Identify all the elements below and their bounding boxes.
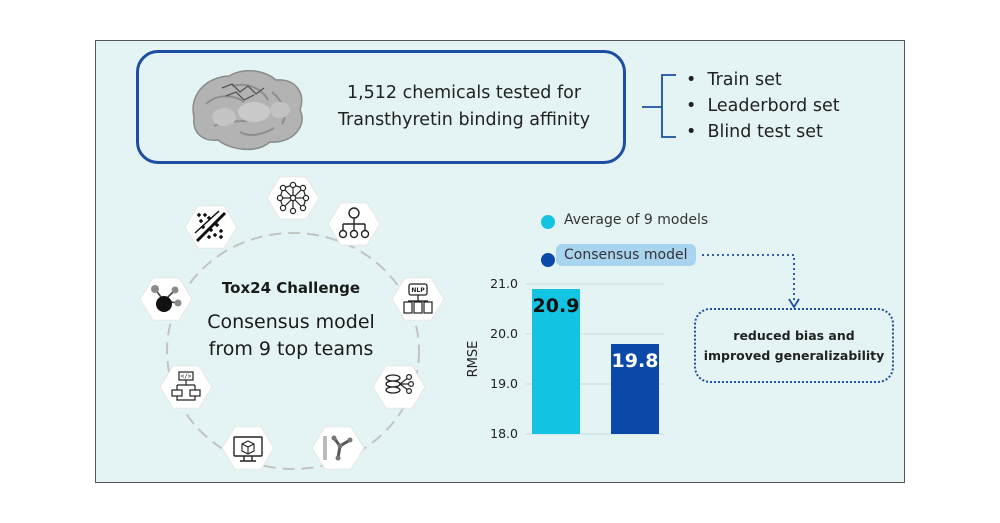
y-axis-label: RMSE <box>466 341 481 378</box>
molecule-icon <box>311 426 365 470</box>
legend-label-average: Average of 9 models <box>564 212 709 228</box>
code-flowchart-icon: </> <box>159 365 213 409</box>
node-graph-icon <box>139 277 193 321</box>
decision-tree-icon <box>327 202 381 246</box>
dataset-box: 1,512 chemicals tested for Transthyretin… <box>136 50 626 164</box>
rmse-bar-chart: 18.0 19.0 20.0 21.0 20.9 19.8 RMSE <box>466 276 664 441</box>
split-item-train: • Train set <box>686 70 782 90</box>
connectors-layer <box>642 74 676 138</box>
models-ring: NLP </> <box>139 176 445 470</box>
scatter-split-icon <box>184 205 238 249</box>
challenge-title: Tox24 Challenge <box>221 279 361 297</box>
note-line-1: reduced bias and <box>733 327 855 343</box>
split-list: • Train set • Leaderbord set • Blind tes… <box>686 67 886 145</box>
legend-swatch-average <box>541 215 555 229</box>
bar-value-label: 19.8 <box>612 350 659 372</box>
split-bracket <box>642 74 676 138</box>
split-item-leaderboard: • Leaderbord set <box>686 96 840 116</box>
svg-text:NLP: NLP <box>411 287 425 294</box>
protein-structure-icon <box>192 69 303 151</box>
database-network-icon <box>372 365 426 409</box>
challenge-subtitle-line-1: Consensus model <box>207 311 375 333</box>
challenge-subtitle-line-2: from 9 top teams <box>208 338 374 360</box>
y-tick-label: 21.0 <box>490 276 518 291</box>
bar-average <box>532 289 580 434</box>
figure-panel: 1,512 chemicals tested for Transthyretin… <box>95 40 905 483</box>
bar-value-label: 20.9 <box>533 295 580 317</box>
model-monitor-icon <box>221 426 275 470</box>
dataset-line-1: 1,512 chemicals tested for <box>346 83 582 103</box>
dataset-line-2: Transthyretin binding affinity <box>337 110 591 130</box>
legend-swatch-consensus <box>541 253 555 267</box>
y-tick-label: 19.0 <box>490 376 518 391</box>
legend-label-consensus: Consensus model <box>556 244 696 266</box>
neural-network-icon <box>266 176 320 220</box>
note-box: reduced bias and improved generalizabili… <box>694 308 894 383</box>
y-tick-label: 18.0 <box>490 426 518 441</box>
split-item-blind-test: • Blind test set <box>686 122 823 142</box>
annotation-arrow <box>702 254 800 309</box>
legend-highlight: Consensus model <box>556 244 696 266</box>
note-line-2: improved generalizability <box>703 347 885 363</box>
dataset-description: 1,512 chemicals tested for Transthyretin… <box>314 80 614 134</box>
svg-text:</>: </> <box>181 373 192 380</box>
bar-consensus <box>611 344 659 434</box>
y-tick-label: 20.0 <box>490 326 518 341</box>
nlp-icon: NLP <box>391 277 445 321</box>
challenge-subtitle: Consensus model from 9 top teams <box>176 309 406 363</box>
